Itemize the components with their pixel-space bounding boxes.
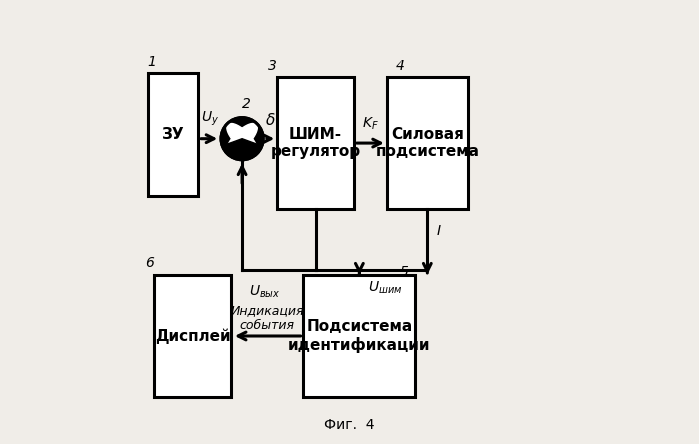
Text: Силовая
подсистема: Силовая подсистема	[375, 127, 480, 159]
Polygon shape	[227, 123, 257, 154]
Text: Дисплей: Дисплей	[155, 328, 231, 344]
Text: Индикация
события: Индикация события	[231, 304, 304, 332]
Text: $I$: $I$	[436, 224, 442, 238]
Text: $\delta$: $\delta$	[265, 112, 275, 128]
Bar	[147, 73, 199, 196]
Bar	[387, 77, 468, 209]
Text: Подсистема
идентификации: Подсистема идентификации	[288, 319, 431, 353]
Text: 3: 3	[268, 59, 278, 73]
Text: 2: 2	[242, 97, 251, 111]
Text: $U_{вых}$: $U_{вых}$	[249, 283, 280, 300]
Text: 1: 1	[147, 55, 157, 68]
Text: 6: 6	[145, 256, 154, 270]
Text: Фиг.  4: Фиг. 4	[324, 418, 375, 432]
Bar	[278, 77, 354, 209]
Text: $K_F$: $K_F$	[362, 116, 379, 132]
Polygon shape	[227, 123, 257, 154]
Bar	[303, 274, 415, 397]
Circle shape	[221, 118, 263, 160]
Bar	[154, 274, 231, 397]
Text: 4: 4	[396, 59, 405, 73]
Text: $U_{шим}$: $U_{шим}$	[368, 280, 403, 296]
Polygon shape	[222, 139, 262, 160]
Text: ШИМ-
регулятор: ШИМ- регулятор	[271, 127, 361, 159]
Text: 5: 5	[400, 265, 409, 279]
Text: $U_y$: $U_y$	[201, 109, 219, 128]
Text: ЗУ: ЗУ	[161, 127, 185, 142]
